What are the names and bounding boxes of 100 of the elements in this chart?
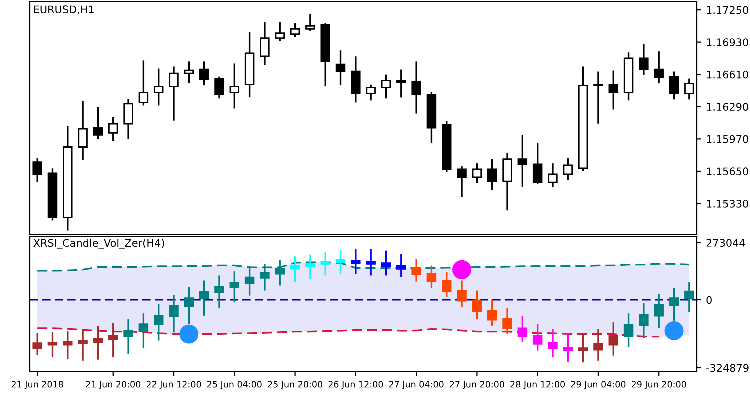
candlestick bbox=[426, 266, 437, 288]
candlestick bbox=[412, 259, 422, 282]
candlestick bbox=[154, 304, 164, 341]
y-tick-label: 1.16290 bbox=[707, 103, 748, 112]
candlestick bbox=[124, 319, 134, 354]
y-tick-label: 1.15650 bbox=[707, 168, 748, 176]
candlestick bbox=[608, 322, 618, 356]
candlestick bbox=[78, 329, 88, 361]
x-tick-label: 29 Jun 04:00 bbox=[571, 381, 626, 390]
candlestick bbox=[396, 254, 406, 278]
candlestick bbox=[472, 290, 482, 320]
candlestick bbox=[184, 62, 194, 84]
candlestick bbox=[154, 68, 164, 106]
x-tick-label: 21 Jun 2018 bbox=[12, 381, 64, 390]
candlestick bbox=[230, 272, 240, 303]
candlestick bbox=[32, 333, 42, 356]
candlestick bbox=[532, 324, 543, 351]
candlestick bbox=[457, 166, 467, 198]
candlestick bbox=[32, 158, 42, 182]
candlestick bbox=[396, 70, 406, 98]
candlestick bbox=[624, 314, 634, 348]
candlestick bbox=[366, 249, 376, 276]
x-tick-label: 25 Jun 20:00 bbox=[268, 381, 322, 390]
candlestick bbox=[306, 14, 316, 32]
candlestick bbox=[669, 288, 680, 321]
candlestick bbox=[608, 70, 618, 110]
candlestick bbox=[290, 23, 300, 38]
candlestick bbox=[199, 62, 210, 86]
x-tick-label: 21 Jun 20:00 bbox=[86, 381, 141, 390]
point bbox=[664, 321, 684, 340]
x-tick-label: 25 Jun 04:00 bbox=[207, 381, 262, 390]
x-tick-label: 29 Jun 20:00 bbox=[632, 381, 686, 390]
candlestick bbox=[78, 101, 88, 160]
y-tick-label: 1.17250 bbox=[707, 6, 748, 14]
point bbox=[180, 324, 199, 344]
candlestick bbox=[594, 329, 604, 361]
candlestick bbox=[381, 250, 392, 276]
chart-title: XRSI_Candle_Vol_Zer(H4) bbox=[34, 239, 164, 250]
candlestick bbox=[108, 323, 118, 358]
candlestick bbox=[532, 143, 543, 184]
candlestick bbox=[108, 117, 118, 142]
candlestick bbox=[336, 250, 346, 274]
x-tick-label: 26 Jun 12:00 bbox=[328, 381, 384, 390]
candlestick bbox=[442, 272, 452, 298]
candlestick bbox=[684, 78, 694, 100]
y-tick-label: 1.15330 bbox=[707, 200, 748, 208]
y-tick-label: -324879 bbox=[706, 364, 749, 372]
candlestick bbox=[169, 295, 179, 333]
y-tick-label: 1.16930 bbox=[707, 38, 748, 46]
candlestick bbox=[184, 287, 194, 324]
x-tick-label: 27 Jun 20:00 bbox=[450, 381, 504, 390]
x-tick-label: 22 Jun 12:00 bbox=[146, 381, 202, 390]
candlestick bbox=[199, 280, 210, 316]
candlestick bbox=[290, 256, 300, 282]
candlestick bbox=[93, 107, 104, 140]
candlestick bbox=[472, 164, 482, 184]
candlestick bbox=[412, 62, 422, 114]
candlestick bbox=[138, 60, 149, 106]
y-tick-label: 1.16610 bbox=[707, 70, 748, 79]
candlestick bbox=[487, 160, 498, 190]
candlestick bbox=[93, 326, 104, 360]
point bbox=[452, 260, 472, 280]
x-tick-label: 27 Jun 04:00 bbox=[389, 381, 444, 390]
candlestick bbox=[124, 99, 134, 140]
candlestick bbox=[320, 252, 330, 276]
candlestick bbox=[548, 164, 558, 188]
candlestick bbox=[351, 249, 361, 274]
candlestick bbox=[457, 280, 467, 308]
candlestick bbox=[48, 332, 58, 358]
candlestick bbox=[260, 22, 270, 66]
candlestick bbox=[138, 314, 149, 349]
candlestick bbox=[548, 329, 558, 358]
candlestick bbox=[518, 135, 528, 188]
candlestick bbox=[594, 72, 604, 124]
y-tick-label: 1.15970 bbox=[707, 135, 748, 144]
candlestick bbox=[366, 84, 376, 101]
candlestick bbox=[578, 333, 588, 363]
candlestick bbox=[654, 294, 664, 328]
y-tick-label: 273044 bbox=[706, 239, 746, 247]
candlestick bbox=[654, 52, 664, 84]
candlestick bbox=[487, 300, 498, 326]
candlestick bbox=[381, 74, 392, 99]
candlestick bbox=[214, 76, 224, 99]
candlestick bbox=[563, 158, 574, 180]
candlestick bbox=[639, 44, 649, 76]
candlestick bbox=[214, 276, 224, 309]
candlestick bbox=[518, 316, 528, 342]
chart-title: EURUSD,H1 bbox=[34, 6, 94, 15]
candlestick bbox=[684, 282, 694, 313]
candlestick bbox=[639, 304, 649, 339]
candlestick bbox=[502, 153, 512, 211]
candlestick bbox=[230, 64, 240, 109]
candlestick bbox=[502, 308, 512, 334]
candlestick bbox=[63, 330, 73, 360]
candlestick bbox=[275, 22, 285, 42]
candlestick bbox=[306, 254, 316, 280]
x-tick-label: 28 Jun 12:00 bbox=[510, 381, 566, 390]
y-tick-label: 0 bbox=[706, 296, 712, 304]
candlestick bbox=[669, 72, 680, 100]
candlestick bbox=[169, 66, 179, 121]
